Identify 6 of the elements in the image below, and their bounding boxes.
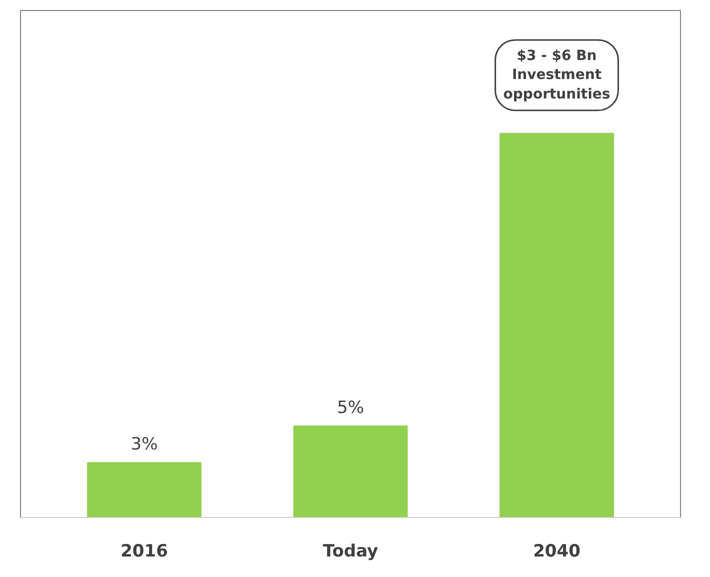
x-tick-label: Today <box>322 542 378 562</box>
data-label: 3% <box>130 434 158 455</box>
text: $3 - $6 Bn Investment opportunities <box>503 48 610 102</box>
x-tick-label: 2016 <box>120 542 168 562</box>
x-tick-label: 2040 <box>533 542 581 562</box>
data-label: 5% <box>337 398 364 418</box>
